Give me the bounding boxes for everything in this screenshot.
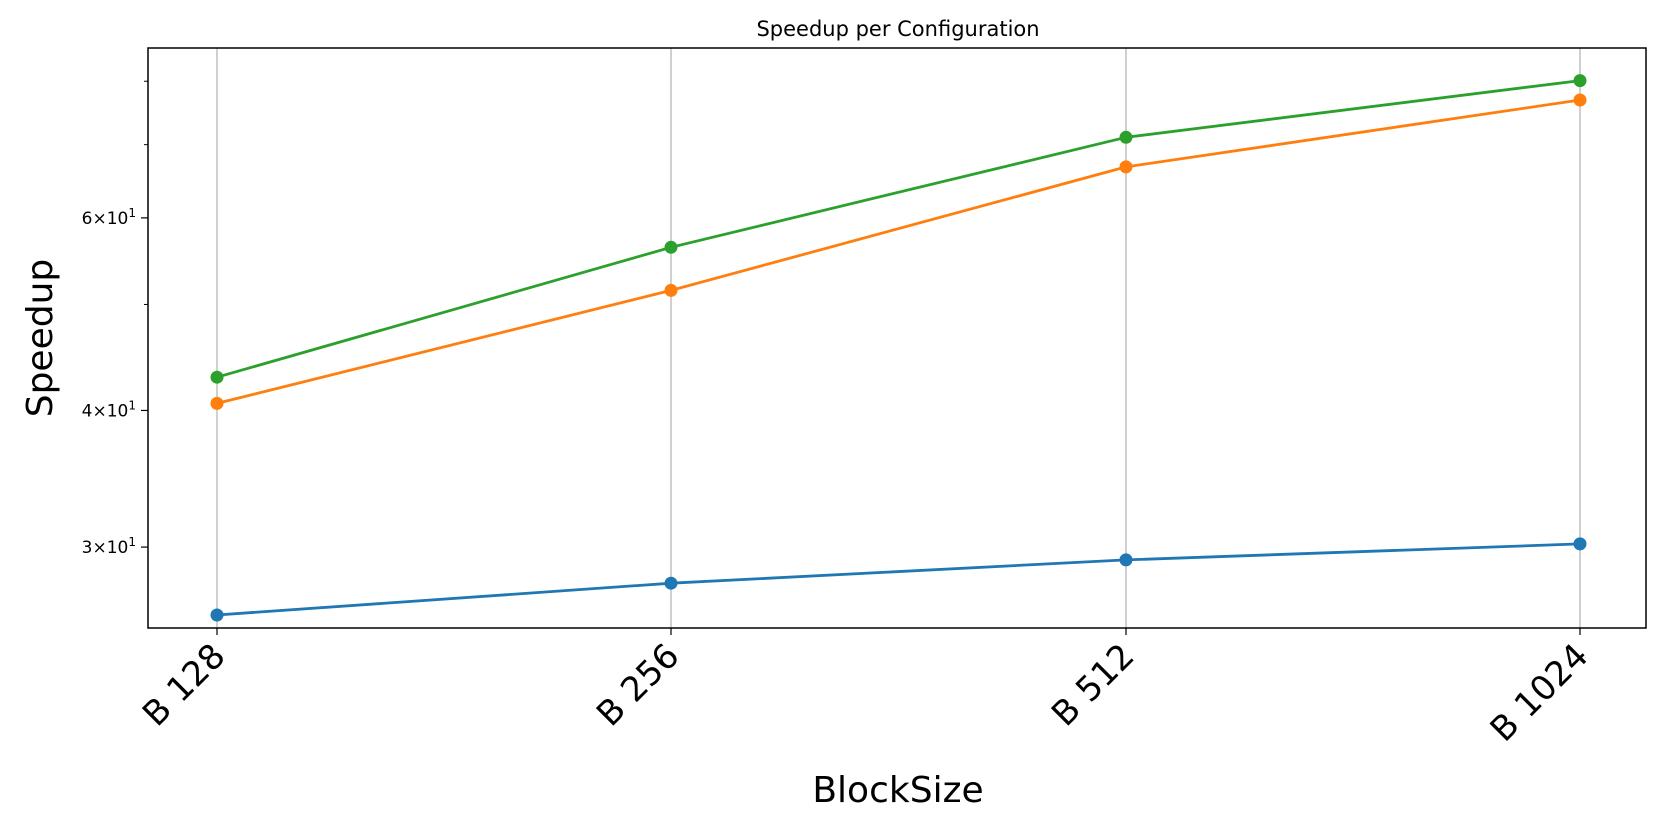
series-2 xyxy=(210,93,1587,410)
series-1 xyxy=(210,537,1587,622)
x-axis: B 128 B 256 B 512 B 1024 xyxy=(135,628,1596,750)
series-layer xyxy=(210,74,1587,622)
series-line xyxy=(216,79,1581,379)
data-point xyxy=(664,240,678,254)
plot-frame xyxy=(147,47,1647,629)
x-tick-label: B 1024 xyxy=(1483,636,1597,750)
x-axis-label: BlockSize xyxy=(812,770,983,811)
y-tick-label: 4×101 xyxy=(82,398,136,421)
x-grid xyxy=(216,48,1581,628)
data-point xyxy=(1573,93,1587,107)
data-point xyxy=(210,608,224,622)
data-point xyxy=(210,396,224,410)
x-tick-label: B 512 xyxy=(1044,636,1142,734)
series-3 xyxy=(210,74,1587,384)
data-point xyxy=(1573,74,1587,88)
y-tick-label: 6×101 xyxy=(82,206,136,229)
y-tick-label: 3×101 xyxy=(82,535,136,558)
series-line xyxy=(216,542,1581,617)
data-point xyxy=(1119,130,1133,144)
data-point xyxy=(664,283,678,297)
y-axis-label: Speedup xyxy=(20,259,61,418)
chart-title: Speedup per Configuration xyxy=(756,17,1039,41)
x-tick-label: B 128 xyxy=(135,636,233,734)
series-line xyxy=(216,98,1581,405)
y-axis: 3×101 4×101 6×101 xyxy=(82,80,148,558)
data-point xyxy=(1119,553,1133,567)
data-point xyxy=(664,576,678,590)
data-point xyxy=(1119,160,1133,174)
data-point xyxy=(210,370,224,384)
x-tick-label: B 256 xyxy=(589,636,687,734)
data-point xyxy=(1573,537,1587,551)
